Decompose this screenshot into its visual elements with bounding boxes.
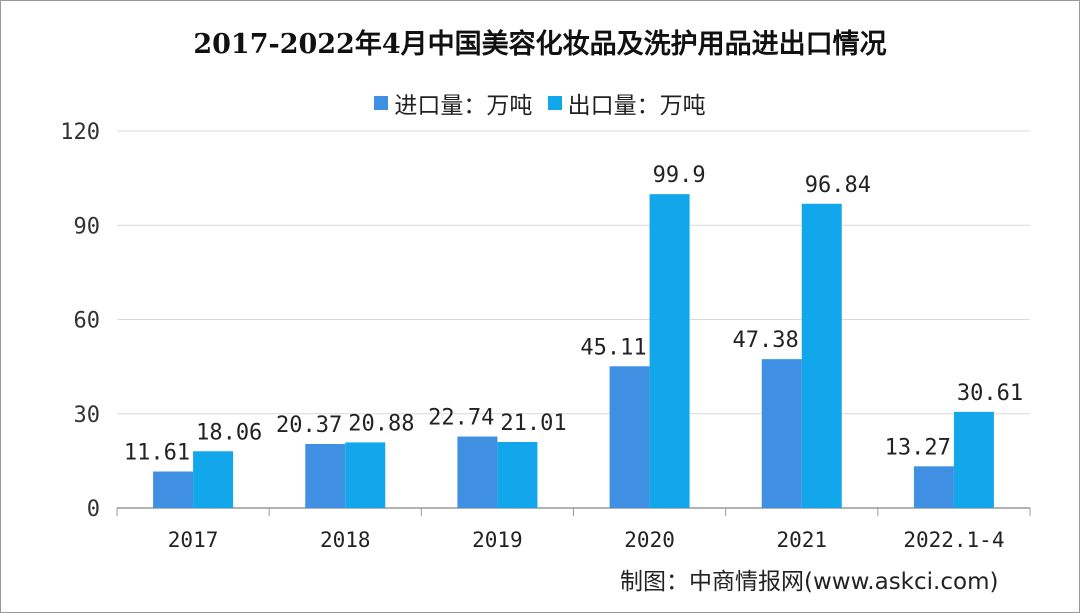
- data-label-export: 21.01: [500, 411, 566, 436]
- data-label-export: 18.06: [196, 420, 262, 445]
- data-label-import: 22.74: [428, 406, 494, 431]
- data-label-import: 47.38: [733, 328, 799, 353]
- legend-label-import: 进口量：万吨: [394, 93, 533, 119]
- y-tick-label: 0: [87, 497, 100, 522]
- x-tick-label: 2019: [472, 528, 523, 552]
- x-tick-label: 2020: [624, 528, 675, 552]
- y-tick-label: 90: [74, 214, 101, 239]
- x-tick-label: 2018: [320, 528, 371, 552]
- bar-export: [801, 203, 842, 509]
- bar-import: [761, 359, 802, 508]
- bar-export: [345, 442, 386, 508]
- legend-swatch-import: [374, 96, 389, 110]
- bar-export: [953, 411, 994, 508]
- bar-import: [609, 366, 650, 508]
- legend-swatch-export: [547, 96, 562, 110]
- data-label-export: 20.88: [348, 411, 414, 436]
- bar-export: [193, 451, 234, 508]
- data-label-export: 99.9: [653, 163, 706, 188]
- data-label-import: 45.11: [580, 335, 646, 360]
- y-tick-label: 120: [60, 120, 100, 145]
- x-tick-label: 2022.1-4: [903, 528, 1004, 552]
- legend-label-export: 出口量：万吨: [567, 93, 706, 119]
- chart-title: 2017-2022年4月中国美容化妆品及洗护用品进出口情况: [193, 29, 887, 60]
- data-label-export: 96.84: [805, 173, 871, 198]
- bar-import: [153, 471, 194, 508]
- bar-export: [649, 194, 690, 508]
- legend-item-export: 出口量：万吨: [547, 86, 706, 120]
- source-note: 制图：中商情报网(www.askci.com): [620, 569, 999, 595]
- legend-item-import: 进口量：万吨: [374, 86, 532, 120]
- x-tick-label: 2021: [776, 528, 827, 552]
- bar-import: [913, 466, 954, 508]
- legend: 进口量：万吨 出口量：万吨: [0, 86, 1080, 120]
- data-label-import: 20.37: [276, 413, 342, 438]
- data-label-import: 11.61: [124, 441, 190, 466]
- y-tick-label: 60: [74, 309, 101, 334]
- bar-import: [305, 444, 346, 508]
- y-tick-label: 30: [74, 403, 101, 428]
- data-label-export: 30.61: [957, 381, 1023, 406]
- data-label-import: 13.27: [885, 435, 951, 460]
- bar-export: [497, 441, 538, 508]
- bar-import: [457, 436, 498, 508]
- x-tick-label: 2017: [168, 528, 219, 552]
